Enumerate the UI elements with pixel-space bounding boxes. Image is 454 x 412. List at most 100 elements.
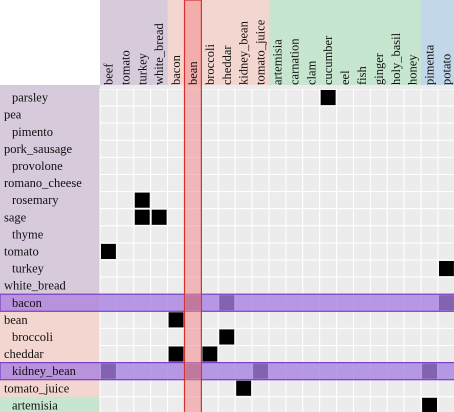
matrix-cell [168,192,185,209]
matrix-cell [269,311,286,328]
matrix-cell [218,175,235,192]
matrix-cell [286,346,303,363]
matrix-cell [387,106,404,123]
matrix-cell [286,328,303,345]
highlight-row-bacon[interactable] [0,294,454,311]
matrix-cell [117,209,134,226]
matrix-cell [387,311,404,328]
filled-cell-turkey-potato[interactable] [439,261,454,276]
matrix-cell [134,243,151,260]
matrix-cell [370,106,387,123]
matrix-cell [151,260,168,277]
matrix-cell [235,243,252,260]
matrix-cell [134,226,151,243]
matrix-cell [370,226,387,243]
matrix-cell [303,260,320,277]
filled-cell-broccoli-cheddar[interactable] [219,329,234,344]
matrix-cell [151,192,168,209]
matrix-cell [354,192,371,209]
matrix-cell [151,226,168,243]
matrix-cell [151,123,168,140]
matrix-cell [303,346,320,363]
matrix-cell [320,397,337,412]
matrix-cell [286,209,303,226]
row-label-romano_cheese: romano_cheese [4,176,82,190]
matrix-cell [117,192,134,209]
matrix-cell [320,311,337,328]
matrix-cell [354,243,371,260]
column-label-beef: beef [101,63,115,85]
row-label-provolone: provolone [12,159,63,173]
matrix-cell [252,397,269,412]
matrix-cell [337,311,354,328]
row-label-tomato_juice: tomato_juice [4,381,70,395]
matrix-cell [303,380,320,397]
row-header-top-sliver [0,85,100,89]
matrix-cell [151,380,168,397]
row-label-parsley: parsley [12,91,49,105]
matrix-cell [269,380,286,397]
matrix-cell [218,89,235,106]
matrix-cell [201,157,218,174]
matrix-cell [354,397,371,412]
matrix-cell [218,106,235,123]
matrix-cell [303,106,320,123]
matrix-cell [370,328,387,345]
row-label-turkey: turkey [12,262,45,276]
matrix-cell [252,123,269,140]
matrix-cell [168,380,185,397]
matrix-cell [134,311,151,328]
matrix-cell [286,397,303,412]
filled-cell-artemisia-pimenta[interactable] [422,398,437,412]
matrix-cell [421,175,438,192]
matrix-cell [421,123,438,140]
matrix-cell [438,123,454,140]
matrix-cell [168,157,185,174]
matrix-cell [404,328,421,345]
filled-cell-bean-bacon[interactable] [169,312,184,327]
row-label-artemisia: artemisia [12,398,58,412]
matrix-cell [168,397,185,412]
column-label-holy_basil: holy_basil [389,32,403,85]
matrix-cell [168,89,185,106]
matrix-cell [421,209,438,226]
matrix-cell [438,192,454,209]
matrix-cell [100,346,117,363]
matrix-cell [337,123,354,140]
filled-cell-sage-turkey[interactable] [135,210,150,225]
matrix-cell [320,192,337,209]
matrix-cell [100,328,117,345]
matrix-cell [218,311,235,328]
filled-cell-cheddar-bacon[interactable] [169,347,184,362]
matrix-cell [337,397,354,412]
filled-cell-rosemary-turkey[interactable] [135,193,150,208]
matrix-cell [100,277,117,294]
filled-cell-tomato-beef[interactable] [101,244,116,259]
matrix-cell [252,192,269,209]
matrix-cell [404,192,421,209]
matrix-cell [117,328,134,345]
matrix-cell [269,226,286,243]
filled-cell-parsley-cucumber[interactable] [321,90,336,105]
matrix-cell [404,106,421,123]
filled-cell-cheddar-broccoli[interactable] [202,347,217,362]
row-label-bacon: bacon [12,296,43,310]
matrix-cell [235,123,252,140]
matrix-cell [134,346,151,363]
matrix-cell [252,328,269,345]
matrix-cell [320,106,337,123]
matrix-cell [337,260,354,277]
matrix-cell [117,311,134,328]
matrix-cell [354,175,371,192]
matrix-cell [286,106,303,123]
matrix-cell [438,397,454,412]
matrix-cell [218,157,235,174]
matrix-cell [303,209,320,226]
matrix-cell [269,209,286,226]
matrix-cell [235,328,252,345]
matrix-cell [421,346,438,363]
filled-cell-tomato_juice-kidney_bean[interactable] [236,381,251,396]
matrix-cell [370,157,387,174]
matrix-cell [286,226,303,243]
filled-cell-sage-white_bread[interactable] [152,210,167,225]
